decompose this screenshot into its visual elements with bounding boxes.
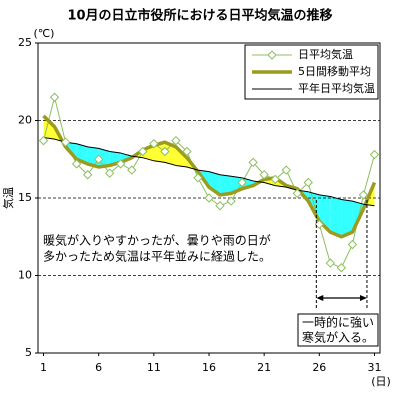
marker [347, 239, 358, 250]
legend-label: 5日間移動平均 [298, 64, 371, 78]
x-tick-label: 16 [202, 361, 216, 374]
marker [292, 188, 302, 199]
marker [358, 190, 369, 200]
marker [38, 135, 49, 146]
annotation-text: 一時的に強い [302, 315, 374, 330]
x-tick-label: 11 [147, 361, 161, 374]
marker [204, 193, 214, 203]
annotation-text: 多かったため気温は平年並みに経過した。 [43, 249, 271, 264]
marker [215, 201, 225, 211]
y-tick-label: 10 [18, 269, 32, 282]
marker [226, 196, 236, 206]
deviation-fill [87, 146, 99, 167]
marker [171, 135, 181, 146]
marker [60, 137, 71, 147]
marker [49, 92, 60, 102]
arrow-head [359, 295, 367, 301]
annotation-text: 暖気が入りやすかったが、曇りや雨の日が [43, 233, 271, 248]
marker [336, 263, 347, 273]
marker [160, 146, 170, 157]
deviation-fill [341, 199, 353, 237]
x-tick-label: 21 [257, 361, 271, 374]
x-tick-label: 1 [40, 361, 47, 374]
x-unit: (日) [371, 375, 391, 388]
y-label: 気温 [1, 187, 15, 209]
marker [116, 159, 126, 169]
y-tick-label: 5 [25, 346, 32, 359]
x-tick-label: 6 [95, 361, 102, 374]
marker [369, 149, 380, 160]
deviation-fill [209, 171, 221, 195]
y-tick-label: 20 [18, 114, 32, 127]
x-tick-label: 26 [312, 361, 326, 374]
marker [149, 139, 159, 149]
annotation-bg [40, 231, 272, 265]
marker [182, 146, 192, 157]
marker [193, 173, 203, 183]
y-tick-label: 25 [18, 36, 32, 49]
deviation-fill [153, 142, 165, 163]
arrow-head [316, 295, 324, 301]
deviation-fill [220, 174, 232, 195]
y-unit: (℃) [34, 27, 55, 40]
marker [127, 165, 137, 175]
marker [248, 157, 258, 168]
marker [281, 165, 291, 175]
marker [314, 219, 325, 230]
annotation-text: 寒気が入る。 [302, 330, 374, 345]
annotation-box [297, 313, 379, 347]
marker [105, 168, 115, 178]
marker [237, 177, 247, 188]
plot-frame [37, 42, 381, 354]
marker [325, 258, 336, 268]
legend-label: 平年日平均気温 [298, 81, 375, 95]
chart-title: 10月の日立市役所における日平均気温の推移 [67, 8, 332, 24]
marker [138, 146, 148, 157]
marker [71, 159, 82, 169]
marker [303, 177, 313, 188]
marker [93, 154, 104, 164]
y-tick-label: 15 [18, 191, 32, 204]
deviation-fill [43, 115, 55, 140]
marker [259, 170, 269, 180]
deviation-fill [330, 196, 342, 237]
marker [82, 170, 93, 180]
deviation-fill [164, 142, 176, 166]
legend-label: 日平均気温 [298, 47, 353, 61]
x-tick-label: 31 [367, 361, 381, 374]
legend-marker [267, 50, 277, 60]
series-line [43, 137, 375, 207]
marker [270, 174, 280, 185]
